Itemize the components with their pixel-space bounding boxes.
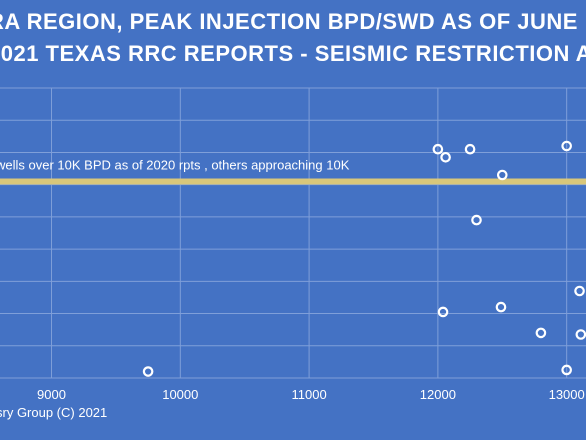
copyright-credit: sry Group (C) 2021 bbox=[0, 405, 108, 420]
data-point bbox=[464, 143, 476, 155]
data-point bbox=[561, 140, 572, 152]
chart-title-line-1: RA REGION, PEAK INJECTION BPD/SWD AS OF … bbox=[0, 9, 586, 34]
data-point bbox=[432, 143, 444, 155]
reference-line-label: wells over 10K BPD as of 2020 rpts , oth… bbox=[0, 157, 350, 172]
data-point bbox=[495, 301, 507, 313]
data-point bbox=[437, 306, 449, 318]
x-tick-label: 12000 bbox=[420, 387, 456, 402]
data-point bbox=[496, 169, 508, 181]
data-point bbox=[561, 364, 572, 376]
x-tick-label: 10000 bbox=[162, 387, 198, 402]
x-tick-label: 11000 bbox=[292, 387, 327, 402]
data-point bbox=[440, 151, 451, 163]
data-point bbox=[575, 329, 586, 340]
data-point bbox=[471, 214, 482, 226]
data-point bbox=[535, 327, 547, 339]
x-tick-label: 13000 bbox=[549, 387, 585, 402]
data-point bbox=[142, 366, 154, 377]
chart-title-line-2: 2021 TEXAS RRC REPORTS - SEISMIC RESTRIC… bbox=[0, 41, 586, 66]
data-point bbox=[574, 285, 585, 297]
x-tick-label: 9000 bbox=[37, 387, 66, 402]
